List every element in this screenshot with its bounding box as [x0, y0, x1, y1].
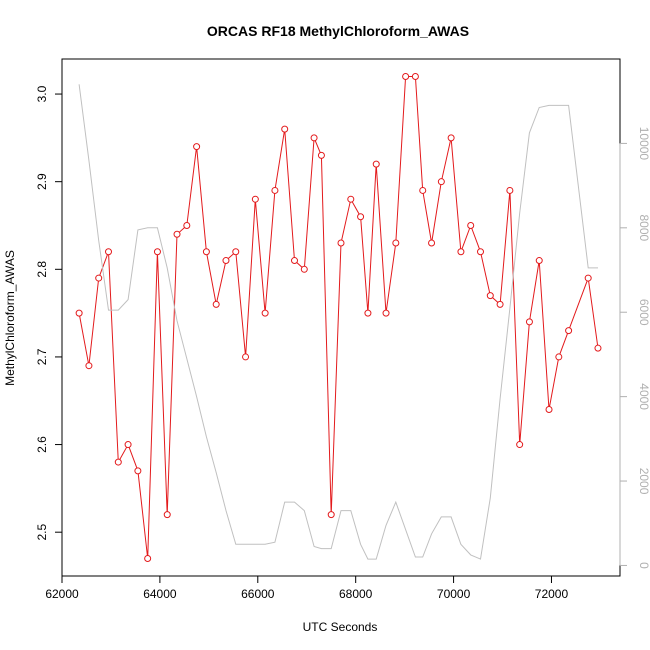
- methylchloroform-series-line: [78, 76, 599, 559]
- y-axis-right: 0 2000 4000 6000 8000 10000: [619, 127, 650, 569]
- data-point: [535, 257, 543, 265]
- data-point: [382, 309, 390, 317]
- data-point: [584, 274, 592, 282]
- x-tick-label: 72000: [535, 587, 569, 601]
- data-point: [85, 362, 93, 370]
- data-point: [173, 230, 181, 238]
- series-layer: [75, 73, 602, 562]
- y-tick-label: 2.9: [35, 173, 49, 190]
- data-point: [555, 353, 563, 361]
- x-tick-label: 68000: [339, 587, 373, 601]
- data-point: [419, 186, 427, 194]
- data-point: [545, 406, 553, 414]
- data-point: [153, 248, 161, 256]
- data-point: [242, 353, 250, 361]
- data-point: [114, 458, 122, 466]
- y-tick-label: 3.0: [35, 85, 49, 102]
- data-point: [565, 327, 573, 335]
- data-point: [144, 554, 152, 562]
- y-tick-label: 2.5: [35, 524, 49, 541]
- y-tick-label: 2.7: [35, 348, 49, 365]
- data-point: [506, 186, 514, 194]
- data-point: [75, 309, 83, 317]
- data-point: [392, 239, 400, 247]
- y-axis-label: MethylChloroform_AWAS: [3, 250, 17, 386]
- x-axis-label: UTC Seconds: [303, 620, 378, 634]
- data-point: [183, 221, 191, 229]
- data-point: [317, 151, 325, 159]
- y-axis-left: 2.5 2.6 2.7 2.8 2.9 3.0: [35, 85, 63, 541]
- data-point: [447, 134, 455, 142]
- x-tick-label: 64000: [143, 587, 177, 601]
- data-point: [372, 160, 380, 168]
- data-point: [232, 248, 240, 256]
- data-point: [222, 257, 230, 265]
- data-point: [347, 195, 355, 203]
- chart-title: ORCAS RF18 MethylChloroform_AWAS: [207, 23, 469, 39]
- data-point: [486, 292, 494, 300]
- x-tick-label: 62000: [45, 587, 79, 601]
- data-point: [525, 318, 533, 326]
- y2-tick-label: 8000: [637, 214, 650, 241]
- data-point: [357, 213, 365, 221]
- y-tick-label: 2.8: [35, 261, 49, 278]
- data-point: [134, 467, 142, 475]
- data-point: [327, 511, 335, 519]
- data-point: [212, 300, 220, 308]
- y2-tick-label: 10000: [637, 127, 650, 161]
- y2-tick-label: 6000: [637, 299, 650, 326]
- data-point: [300, 265, 308, 273]
- data-point: [251, 195, 259, 203]
- data-point: [163, 511, 171, 519]
- secondary-series-line: [78, 84, 598, 560]
- plot-frame: [61, 58, 621, 577]
- y2-tick-label: 2000: [637, 468, 650, 495]
- data-point: [271, 186, 279, 194]
- data-point: [202, 248, 210, 256]
- x-tick-label: 66000: [241, 587, 275, 601]
- data-point: [95, 274, 103, 282]
- data-point: [291, 257, 298, 265]
- y-tick-label: 2.6: [35, 436, 49, 453]
- data-point: [477, 248, 484, 256]
- y2-tick-label: 4000: [637, 383, 650, 410]
- data-point: [437, 178, 445, 186]
- data-point: [124, 441, 132, 449]
- data-point: [457, 248, 465, 256]
- x-tick-label: 70000: [437, 587, 471, 601]
- data-point: [428, 239, 436, 247]
- data-point: [261, 309, 269, 317]
- data-point: [364, 309, 372, 317]
- data-point: [411, 73, 419, 81]
- y2-tick-label: 0: [637, 562, 650, 569]
- data-point: [337, 239, 345, 247]
- data-point: [193, 143, 201, 151]
- data-point: [467, 221, 475, 229]
- data-point: [516, 441, 524, 449]
- data-point: [594, 344, 602, 352]
- data-point: [281, 125, 289, 133]
- data-point: [402, 73, 410, 81]
- data-point: [310, 134, 318, 142]
- data-point: [105, 248, 112, 256]
- x-axis: 62000 64000 66000 68000 70000 72000: [45, 575, 569, 601]
- data-point: [496, 300, 504, 308]
